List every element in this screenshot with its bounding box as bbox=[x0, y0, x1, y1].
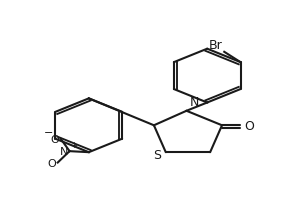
Text: S: S bbox=[153, 148, 161, 161]
Text: Br: Br bbox=[209, 39, 223, 52]
Text: O: O bbox=[47, 158, 56, 168]
Text: O: O bbox=[50, 134, 59, 144]
Text: −: − bbox=[44, 128, 53, 137]
Text: O: O bbox=[244, 119, 254, 132]
Text: N: N bbox=[189, 95, 199, 108]
Text: +: + bbox=[70, 140, 77, 149]
Text: N: N bbox=[60, 146, 68, 156]
